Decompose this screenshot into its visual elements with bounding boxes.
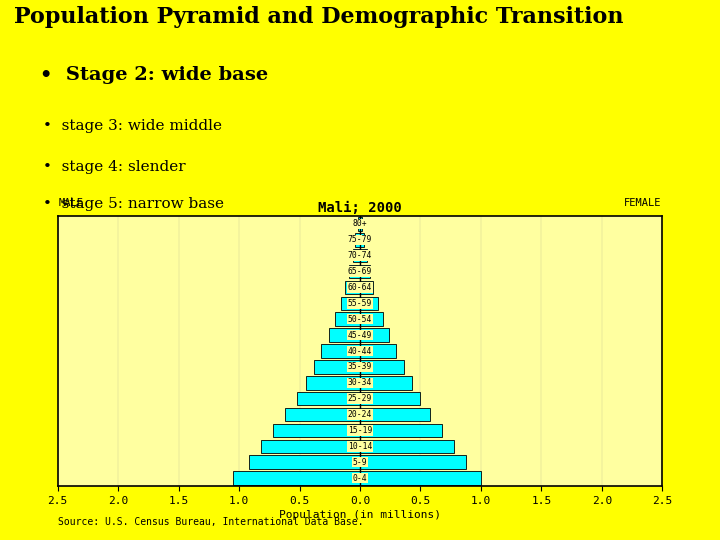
Bar (285, 408, 360, 421)
Text: 15-19: 15-19 (348, 426, 372, 435)
Bar (360, 233, 364, 247)
Bar (360, 345, 396, 357)
Text: 20-24: 20-24 (348, 410, 372, 419)
Bar (360, 328, 389, 342)
Bar (233, 471, 360, 485)
Text: 55-59: 55-59 (348, 299, 372, 308)
Text: •  stage 5: narrow base: • stage 5: narrow base (43, 197, 224, 211)
Text: 70-74: 70-74 (348, 251, 372, 260)
Bar (349, 265, 360, 278)
Bar (314, 360, 360, 374)
Bar (360, 296, 378, 310)
Text: 30-34: 30-34 (348, 378, 372, 387)
Bar (360, 313, 383, 326)
Text: 45-49: 45-49 (348, 330, 372, 340)
Text: 65-69: 65-69 (348, 267, 372, 276)
Bar (305, 376, 360, 389)
Text: 10-14: 10-14 (348, 442, 372, 451)
Bar (360, 392, 420, 406)
Text: 50-54: 50-54 (348, 315, 372, 324)
Bar (321, 345, 360, 357)
Text: Population Pyramid and Demographic Transition: Population Pyramid and Demographic Trans… (14, 6, 624, 28)
Text: 35-39: 35-39 (348, 362, 372, 372)
Bar (358, 217, 360, 231)
Text: •  stage 3: wide middle: • stage 3: wide middle (43, 119, 222, 133)
Bar (328, 328, 360, 342)
Bar (355, 233, 360, 247)
Bar (360, 455, 467, 469)
Bar (360, 281, 373, 294)
Text: 75-79: 75-79 (348, 235, 372, 244)
Text: 60-64: 60-64 (348, 283, 372, 292)
Bar (360, 424, 442, 437)
Text: 40-44: 40-44 (348, 347, 372, 355)
Text: 25-29: 25-29 (348, 394, 372, 403)
Text: MALE: MALE (59, 198, 84, 208)
Text: •  Stage 2: wide base: • Stage 2: wide base (40, 66, 268, 84)
Title: Mali; 2000: Mali; 2000 (318, 201, 402, 215)
Bar (335, 313, 360, 326)
Bar (360, 471, 481, 485)
Bar (346, 281, 360, 294)
Bar (248, 455, 360, 469)
Bar (360, 376, 412, 389)
Bar (360, 265, 369, 278)
Text: 5-9: 5-9 (353, 458, 367, 467)
Bar (360, 217, 362, 231)
X-axis label: Population (in millions): Population (in millions) (279, 510, 441, 520)
Bar (360, 440, 454, 453)
Bar (297, 392, 360, 406)
Bar (360, 249, 366, 262)
Text: FEMALE: FEMALE (624, 198, 661, 208)
Text: 80+: 80+ (353, 219, 367, 228)
Bar (341, 296, 360, 310)
Text: 0-4: 0-4 (353, 474, 367, 483)
Bar (273, 424, 360, 437)
Text: •  stage 4: slender: • stage 4: slender (43, 160, 186, 174)
Text: Source: U.S. Census Bureau, International Data Base.: Source: U.S. Census Bureau, Internationa… (58, 516, 363, 526)
Bar (360, 408, 430, 421)
Bar (360, 360, 403, 374)
Bar (261, 440, 360, 453)
Bar (353, 249, 360, 262)
